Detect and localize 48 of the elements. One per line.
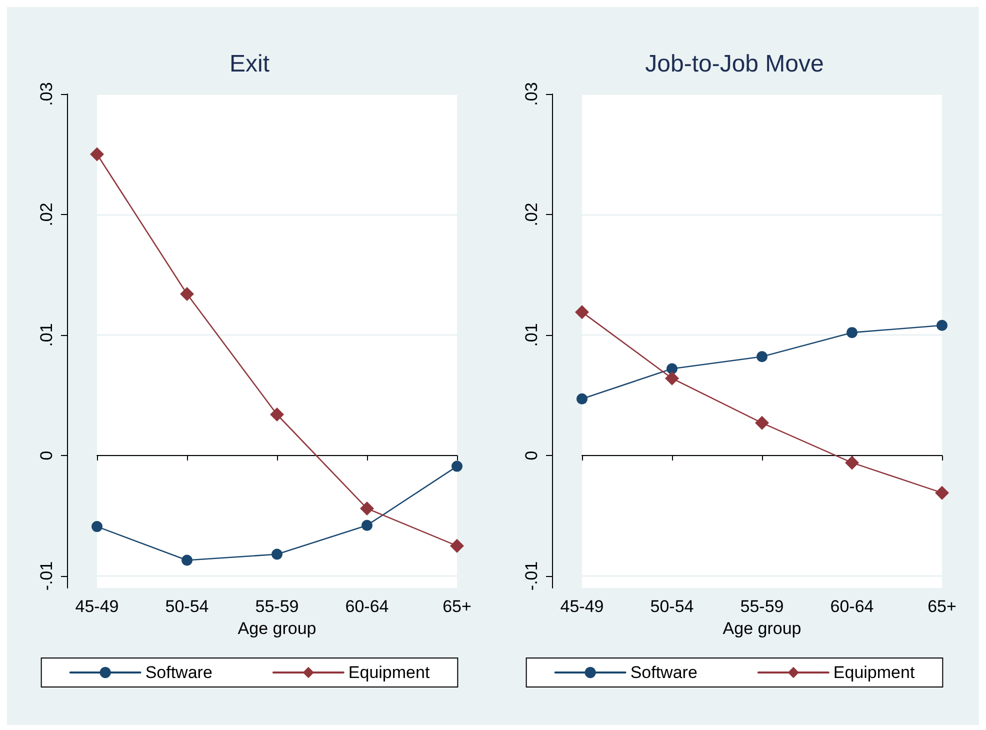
point xyxy=(270,408,284,422)
point xyxy=(92,521,102,532)
y-tick-label: .01 xyxy=(522,323,541,347)
x-tick-label: 50-54 xyxy=(165,597,209,616)
chart-title: Job-to-Job Move xyxy=(645,50,824,78)
y-tick-label: -.01 xyxy=(37,561,56,591)
x-tick-label: 60-64 xyxy=(830,597,874,616)
x-tick-label: 55-59 xyxy=(255,597,299,616)
point xyxy=(935,486,949,500)
y-tick-label: .03 xyxy=(522,82,541,106)
point xyxy=(756,351,768,362)
y-tick-label: .03 xyxy=(37,82,56,106)
legend-label: Software xyxy=(630,663,698,682)
point xyxy=(272,548,282,560)
point xyxy=(360,501,374,516)
point xyxy=(665,371,679,386)
legend-label: Equipment xyxy=(833,663,915,682)
point xyxy=(936,320,948,331)
point xyxy=(90,147,104,162)
x-tick-label: 50-54 xyxy=(650,597,694,616)
x-tick-label: 45-49 xyxy=(560,597,604,616)
point xyxy=(182,554,192,566)
point xyxy=(180,287,194,302)
x-tick-label: 55-59 xyxy=(740,597,784,616)
legend-label: Software xyxy=(145,663,212,682)
y-tick-label: .02 xyxy=(37,202,56,226)
y-tick-label: .01 xyxy=(37,323,56,347)
point xyxy=(450,538,464,553)
x-axis-title: Age group xyxy=(238,619,316,638)
y-tick-label: .02 xyxy=(522,202,541,226)
point xyxy=(576,393,588,404)
x-tick-label: 60-64 xyxy=(345,597,389,616)
chart-title: Exit xyxy=(229,50,270,78)
point xyxy=(666,363,678,374)
point xyxy=(846,327,858,338)
y-tick-label: 0 xyxy=(522,450,541,460)
point xyxy=(755,416,769,430)
x-tick-label: 45-49 xyxy=(75,597,119,616)
x-tick-label: 65+ xyxy=(928,597,956,616)
legend-label: Equipment xyxy=(348,663,430,682)
point xyxy=(845,456,859,470)
point xyxy=(362,520,372,531)
y-tick-label: -.01 xyxy=(522,561,541,591)
y-tick-label: 0 xyxy=(37,450,56,460)
point xyxy=(452,460,462,472)
x-tick-label: 65+ xyxy=(442,597,472,616)
point xyxy=(575,305,589,320)
x-axis-title: Age group xyxy=(722,619,802,638)
